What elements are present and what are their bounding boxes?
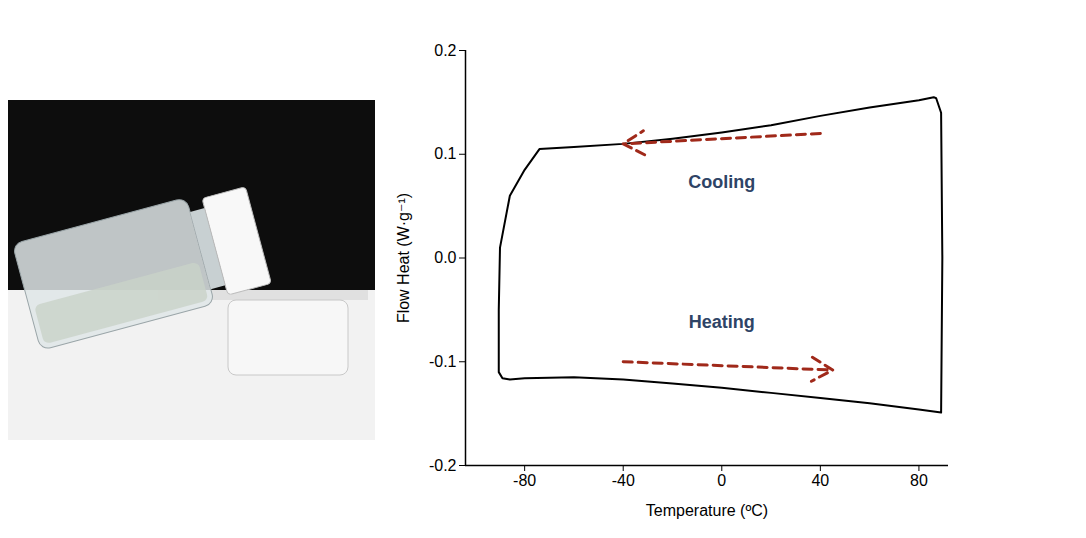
svg-text:0.2: 0.2: [434, 42, 456, 59]
svg-text:-80: -80: [513, 472, 536, 489]
svg-text:0: 0: [717, 472, 726, 489]
svg-text:0.0: 0.0: [434, 249, 456, 266]
svg-text:40: 40: [811, 472, 829, 489]
svg-text:Temperature (ºC): Temperature (ºC): [646, 502, 768, 519]
svg-text:0.1: 0.1: [434, 145, 456, 162]
svg-text:Heating: Heating: [689, 312, 755, 332]
svg-text:-0.2: -0.2: [429, 457, 457, 474]
svg-text:-0.1: -0.1: [429, 353, 457, 370]
svg-text:80: 80: [910, 472, 928, 489]
svg-text:Cooling: Cooling: [688, 172, 755, 192]
svg-text:Flow Heat (W·g⁻¹): Flow Heat (W·g⁻¹): [395, 193, 412, 323]
svg-text:-40: -40: [612, 472, 635, 489]
